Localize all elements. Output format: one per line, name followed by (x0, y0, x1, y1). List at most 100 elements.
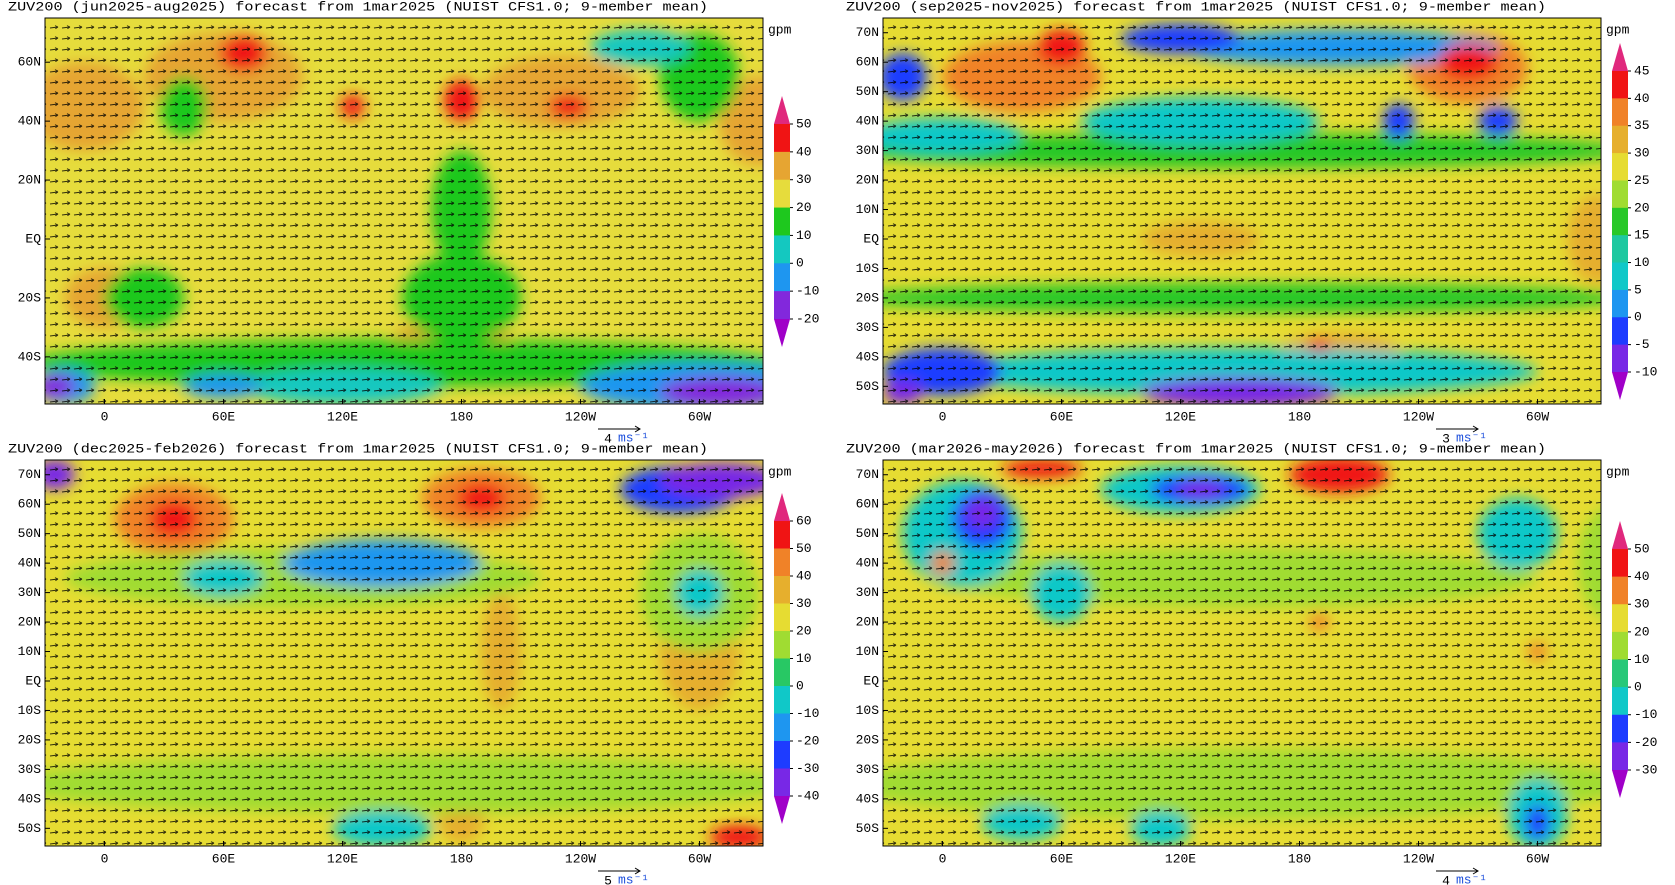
reference-value: 4 (604, 431, 612, 446)
colorbar-label: 40 (1634, 91, 1650, 106)
colorbar-band (1612, 153, 1628, 181)
wind-vectors (883, 18, 1601, 404)
colorbar-band (1612, 317, 1628, 346)
colorbar-label: -10 (796, 284, 819, 299)
reference-value: 4 (1442, 873, 1450, 885)
colorbar-label: 30 (796, 596, 812, 611)
lat-label: 20N (856, 614, 879, 629)
colorbar-band (1612, 98, 1628, 127)
colorbar-band (774, 603, 790, 632)
colorbar-label: 50 (796, 541, 812, 556)
lat-label: 60N (856, 497, 879, 512)
lat-label: 60N (18, 55, 41, 70)
colorbar-band (1612, 687, 1628, 716)
colorbar-label: 40 (796, 144, 812, 159)
colorbar-unit: gpm (1606, 464, 1630, 479)
lon-label: 60E (1050, 851, 1074, 866)
lat-label: 20S (856, 290, 880, 305)
lon-label: 180 (450, 409, 473, 424)
colorbar-label: 15 (1634, 228, 1650, 243)
lon-label: 180 (450, 851, 473, 866)
colorbar-band (774, 151, 790, 181)
panel-title: ZUV200 (jun2025-aug2025) forecast from 1… (8, 0, 708, 14)
map-panel: ZUV200 (jun2025-aug2025) forecast from 1… (8, 0, 819, 446)
lat-label: 50S (18, 821, 42, 836)
colorbar-band (774, 576, 790, 604)
colorbar-label: 20 (796, 200, 812, 215)
lon-label: 60E (1050, 409, 1074, 424)
lat-label: EQ (863, 231, 879, 246)
colorbar-unit: gpm (1606, 22, 1630, 37)
lat-label: EQ (863, 673, 879, 688)
colorbar-label: 5 (1634, 282, 1642, 297)
reference-arrowhead (634, 867, 641, 875)
colorbar-label: 0 (1634, 680, 1642, 695)
colorbar-unit: gpm (768, 464, 792, 479)
lon-label: 120E (327, 409, 358, 424)
map-panel: ZUV200 (sep2025-nov2025) forecast from 1… (846, 0, 1657, 446)
reference-arrowhead (634, 425, 641, 433)
lat-label: 50N (856, 84, 879, 99)
reference-unit: ms⁻¹ (1456, 872, 1487, 885)
colorbar-bottom (774, 796, 790, 824)
lat-label: 40S (18, 349, 42, 364)
lat-label: 20S (18, 290, 42, 305)
colorbar-band (1612, 125, 1628, 154)
map-panel: ZUV200 (mar2026-may2026) forecast from 1… (846, 441, 1657, 885)
colorbar-label: 40 (796, 568, 812, 583)
lat-label: 70N (856, 467, 879, 482)
wind-vectors (45, 460, 763, 846)
colorbar-label: -5 (1634, 337, 1650, 352)
reference-value: 5 (604, 873, 612, 885)
lat-label: 70N (18, 467, 41, 482)
colorbar-label: 0 (796, 256, 804, 271)
colorbar-band (774, 768, 790, 797)
colorbar-label: 40 (1634, 569, 1650, 584)
lon-label: 0 (101, 851, 109, 866)
lat-label: 20N (18, 172, 41, 187)
lat-label: 10N (856, 644, 879, 659)
lat-label: 10S (856, 261, 880, 276)
colorbar-label: 10 (796, 228, 812, 243)
colorbar-top (1612, 521, 1628, 549)
lon-label: 60W (688, 409, 712, 424)
lat-label: 50N (18, 526, 41, 541)
colorbar-band (1612, 714, 1628, 743)
lon-label: 0 (939, 409, 947, 424)
lat-label: 60N (18, 497, 41, 512)
colorbar-label: -10 (1634, 364, 1657, 379)
lat-label: 70N (856, 25, 879, 40)
colorbar-band (1612, 576, 1628, 605)
colorbar-label: 30 (1634, 597, 1650, 612)
colorbar-band (1612, 742, 1628, 771)
colorbar-unit: gpm (768, 22, 792, 37)
colorbar-label: 35 (1634, 118, 1650, 133)
colorbar-band (774, 713, 790, 742)
colorbar-band (1612, 549, 1628, 578)
colorbar-label: 45 (1634, 63, 1650, 78)
lon-label: 120W (565, 409, 596, 424)
lon-label: 60E (212, 409, 236, 424)
lat-label: 10N (18, 644, 41, 659)
panel-title: ZUV200 (mar2026-may2026) forecast from 1… (846, 441, 1546, 456)
colorbar-top (774, 96, 790, 124)
colorbar-band (1612, 659, 1628, 688)
colorbar-label: -20 (796, 311, 819, 326)
colorbar-label: 25 (1634, 173, 1650, 188)
colorbar-label: 10 (1634, 255, 1650, 270)
colorbar-label: 30 (796, 172, 812, 187)
reference-unit: ms⁻¹ (618, 430, 649, 445)
map-area (45, 18, 763, 404)
lat-label: 20S (856, 732, 880, 747)
lon-label: 0 (939, 851, 947, 866)
map-area (45, 460, 763, 846)
map-area (883, 460, 1601, 846)
lat-label: 20N (856, 172, 879, 187)
colorbar-label: 10 (1634, 652, 1650, 667)
colorbar-label: -40 (796, 788, 819, 803)
reference-arrowhead (1472, 425, 1479, 433)
lat-label: 40N (18, 556, 41, 571)
colorbar-label: 50 (1634, 541, 1650, 556)
lat-label: 40N (856, 114, 879, 129)
lat-label: 40S (18, 791, 42, 806)
